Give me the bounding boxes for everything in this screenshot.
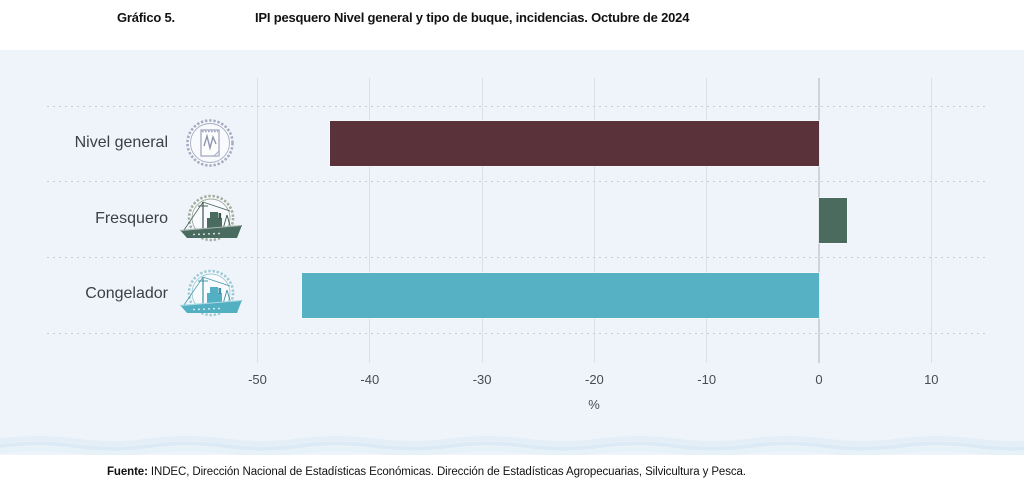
plot-area: % -50 -40 -30 -20 -10 0 10 Nivel general Fresqu… [0,50,1024,455]
row-separator [47,106,985,107]
bar-nivel-general [330,121,819,166]
vertical-gridline [930,78,932,363]
source-label: Fuente: [107,466,148,478]
x-axis-label: % [588,397,600,412]
chart-header: Gráfico 5. IPI pesquero Nivel general y … [0,0,1024,50]
page-title: IPI pesquero Nivel general y tipo de buq… [255,10,690,25]
congelador-ship-badge-icon [174,265,246,325]
bar-fresquero [819,197,848,243]
row-separator [47,257,985,258]
vertical-gridline [257,78,258,363]
vertical-gridline [706,78,708,363]
x-tick-label: -10 [697,372,717,387]
chart-panel: % -50 -40 -30 -20 -10 0 10 Nivel general Fresqu… [0,50,1024,455]
source-note: Fuente: INDEC, Dirección Nacional de Est… [107,466,746,478]
x-tick-label: 0 [815,372,823,387]
category-label-congelador: Congelador [85,285,168,302]
x-tick-label: -30 [472,372,492,387]
category-label-nivel-general: Nivel general [74,133,168,151]
x-tick-label: -50 [248,372,267,387]
vertical-gridline [593,78,595,363]
figure-number: Gráfico 5. [117,10,175,25]
x-tick-label: -20 [584,372,604,387]
row-separator [47,333,985,334]
wave-decoration [0,436,1024,455]
document-chart-badge-icon [174,114,246,174]
vertical-gridline [481,78,483,363]
source-text: INDEC, Dirección Nacional de Estadística… [147,466,746,478]
vertical-gridline [369,78,371,363]
bar-congelador [302,272,819,318]
footer: Fuente: INDEC, Dirección Nacional de Est… [0,455,1024,492]
x-tick-label: -40 [360,372,380,387]
category-label-fresquero: Fresquero [95,210,168,227]
row-separator [47,181,985,182]
x-tick-label: 10 [924,372,939,387]
fresquero-ship-badge-icon [174,190,246,250]
